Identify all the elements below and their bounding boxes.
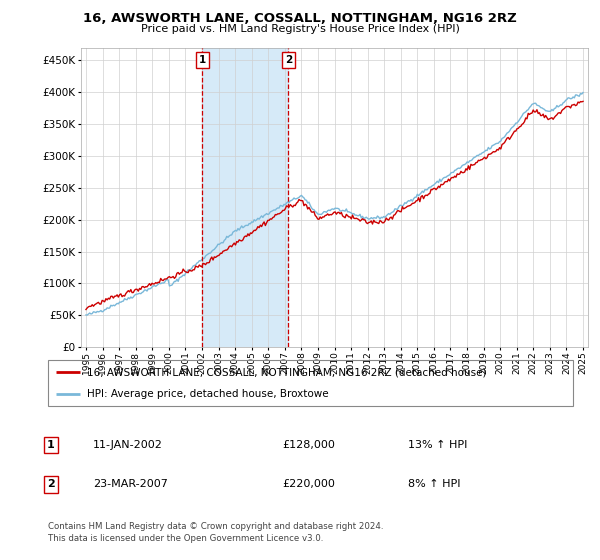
Text: 8% ↑ HPI: 8% ↑ HPI [408, 479, 461, 489]
Text: Contains HM Land Registry data © Crown copyright and database right 2024.
This d: Contains HM Land Registry data © Crown c… [48, 522, 383, 543]
Text: 2: 2 [47, 479, 55, 489]
Bar [202, 48, 289, 347]
Text: £128,000: £128,000 [282, 440, 335, 450]
Text: 11-JAN-2002: 11-JAN-2002 [93, 440, 163, 450]
Text: HPI: Average price, detached house, Broxtowe: HPI: Average price, detached house, Brox… [88, 389, 329, 399]
Text: 1: 1 [47, 440, 55, 450]
Text: £220,000: £220,000 [282, 479, 335, 489]
Text: 13% ↑ HPI: 13% ↑ HPI [408, 440, 467, 450]
Text: 2: 2 [285, 55, 292, 65]
Text: 16, AWSWORTH LANE, COSSALL, NOTTINGHAM, NG16 2RZ (detached house): 16, AWSWORTH LANE, COSSALL, NOTTINGHAM, … [88, 367, 487, 377]
Text: 23-MAR-2007: 23-MAR-2007 [93, 479, 168, 489]
Text: 16, AWSWORTH LANE, COSSALL, NOTTINGHAM, NG16 2RZ: 16, AWSWORTH LANE, COSSALL, NOTTINGHAM, … [83, 12, 517, 25]
Text: 1: 1 [199, 55, 206, 65]
Text: Price paid vs. HM Land Registry's House Price Index (HPI): Price paid vs. HM Land Registry's House … [140, 24, 460, 34]
